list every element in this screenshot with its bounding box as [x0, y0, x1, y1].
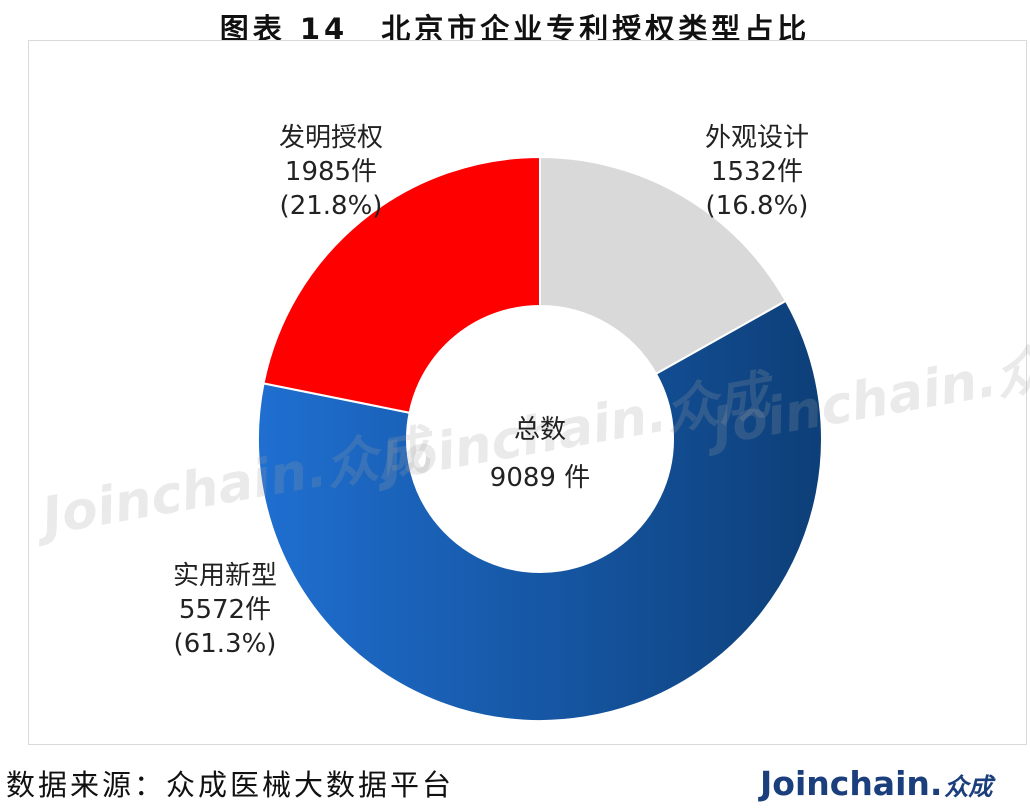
slice-percent: (61.3%) [173, 629, 277, 659]
slice-name: 发明授权 [278, 123, 383, 153]
center-value: 9089 件 [489, 463, 591, 493]
slice-percent: (16.8%) [705, 191, 809, 221]
slice-label-invention: 发明授权 1985件 (21.8%) [251, 121, 411, 223]
brand-name-cn: 众成 [944, 773, 993, 801]
brand-name: Joinchain. [760, 764, 943, 803]
donut-chart [257, 155, 823, 722]
slice-percent: (21.8%) [279, 191, 383, 221]
slice-design [539, 155, 788, 376]
slice-utility-model [257, 299, 823, 722]
slice-name: 外观设计 [704, 123, 809, 153]
slice-count: 5572件 [178, 595, 272, 625]
slice-invention [262, 155, 541, 414]
slice-label-utility: 实用新型 5572件 (61.3%) [145, 559, 305, 661]
brand-logo: Joinchain.众成 [760, 764, 992, 803]
slice-name: 实用新型 [172, 561, 277, 591]
center-label: 总数 [513, 415, 566, 445]
slice-count: 1985件 [284, 157, 378, 187]
data-source: 数据来源：众成医械大数据平台 [6, 768, 455, 802]
slice-label-design: 外观设计 1532件 (16.8%) [677, 121, 837, 223]
chart-panel: Joinchain.众成 Joinchain.众成 Joinchain.众成 发… [28, 40, 1030, 745]
slice-count: 1532件 [710, 157, 804, 187]
